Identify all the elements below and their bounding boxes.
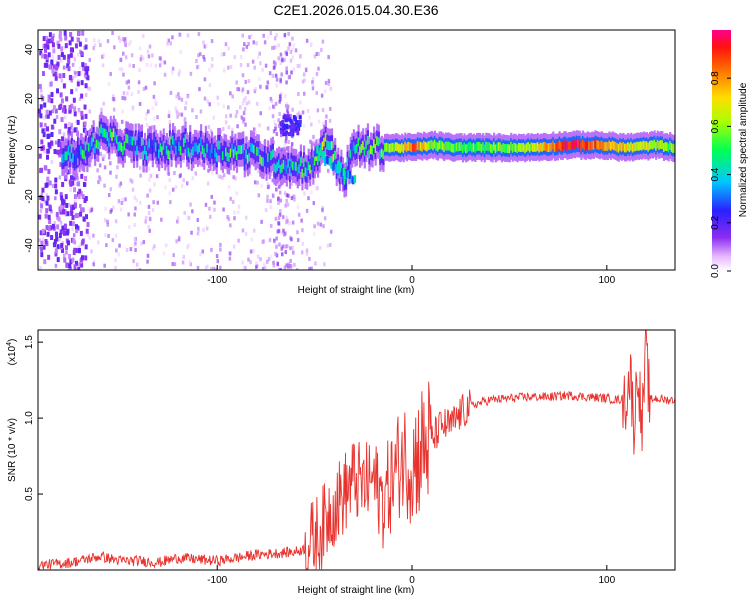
spectrogram-xlabel: Height of straight line (km) — [298, 285, 415, 296]
spectrogram-xtick-label: -100 — [207, 275, 227, 286]
spectrogram-ytick-label: -40 — [24, 238, 35, 253]
snr-ylabel: SNR (10 * v/v) — [7, 418, 18, 482]
snr-yscale: (x104) — [6, 339, 18, 366]
spectrogram-ytick-label: 0 — [24, 144, 35, 150]
snr-ytick-label: 1.5 — [24, 335, 35, 349]
snr-xtick-label: -100 — [207, 575, 227, 586]
colorbar — [712, 30, 731, 271]
colorbar-tick-label: 0.2 — [710, 215, 721, 229]
spectrogram-heatmap — [38, 30, 675, 270]
snr-xtick-label: 100 — [598, 575, 615, 586]
snr-xtick-label: 0 — [409, 575, 415, 586]
spectrogram-xtick-label: 100 — [598, 275, 615, 286]
colorbar-label: Normalized spectral amplitude — [738, 82, 749, 217]
colorbar-tick-label: 0.8 — [710, 71, 721, 85]
snr-ytick-label: 0.5 — [24, 487, 35, 501]
page-title: C2E1.2026.015.04.30.E36 — [273, 2, 439, 18]
spectrogram-ytick-label: 40 — [24, 44, 35, 56]
colorbar-tick-label: 0.0 — [710, 264, 721, 278]
colorbar-tick-label: 0.4 — [710, 167, 721, 181]
spectrogram-ylabel: Frequency (Hz) — [7, 116, 18, 185]
spectrogram-ytick-label: -20 — [24, 189, 35, 204]
spectrogram-ytick-label: 20 — [24, 93, 35, 105]
snr-frame — [37, 329, 676, 571]
svg-text:(x104): (x104) — [6, 339, 18, 366]
spectrogram-frame — [37, 29, 676, 271]
snr-xlabel: Height of straight line (km) — [298, 585, 415, 596]
snr-series-line — [38, 330, 675, 570]
spectrogram-xtick-label: 0 — [409, 275, 415, 286]
colorbar-tick-label: 0.6 — [710, 119, 721, 133]
snr-ytick-label: 1.0 — [24, 411, 35, 425]
snr-plot-area — [38, 330, 675, 570]
